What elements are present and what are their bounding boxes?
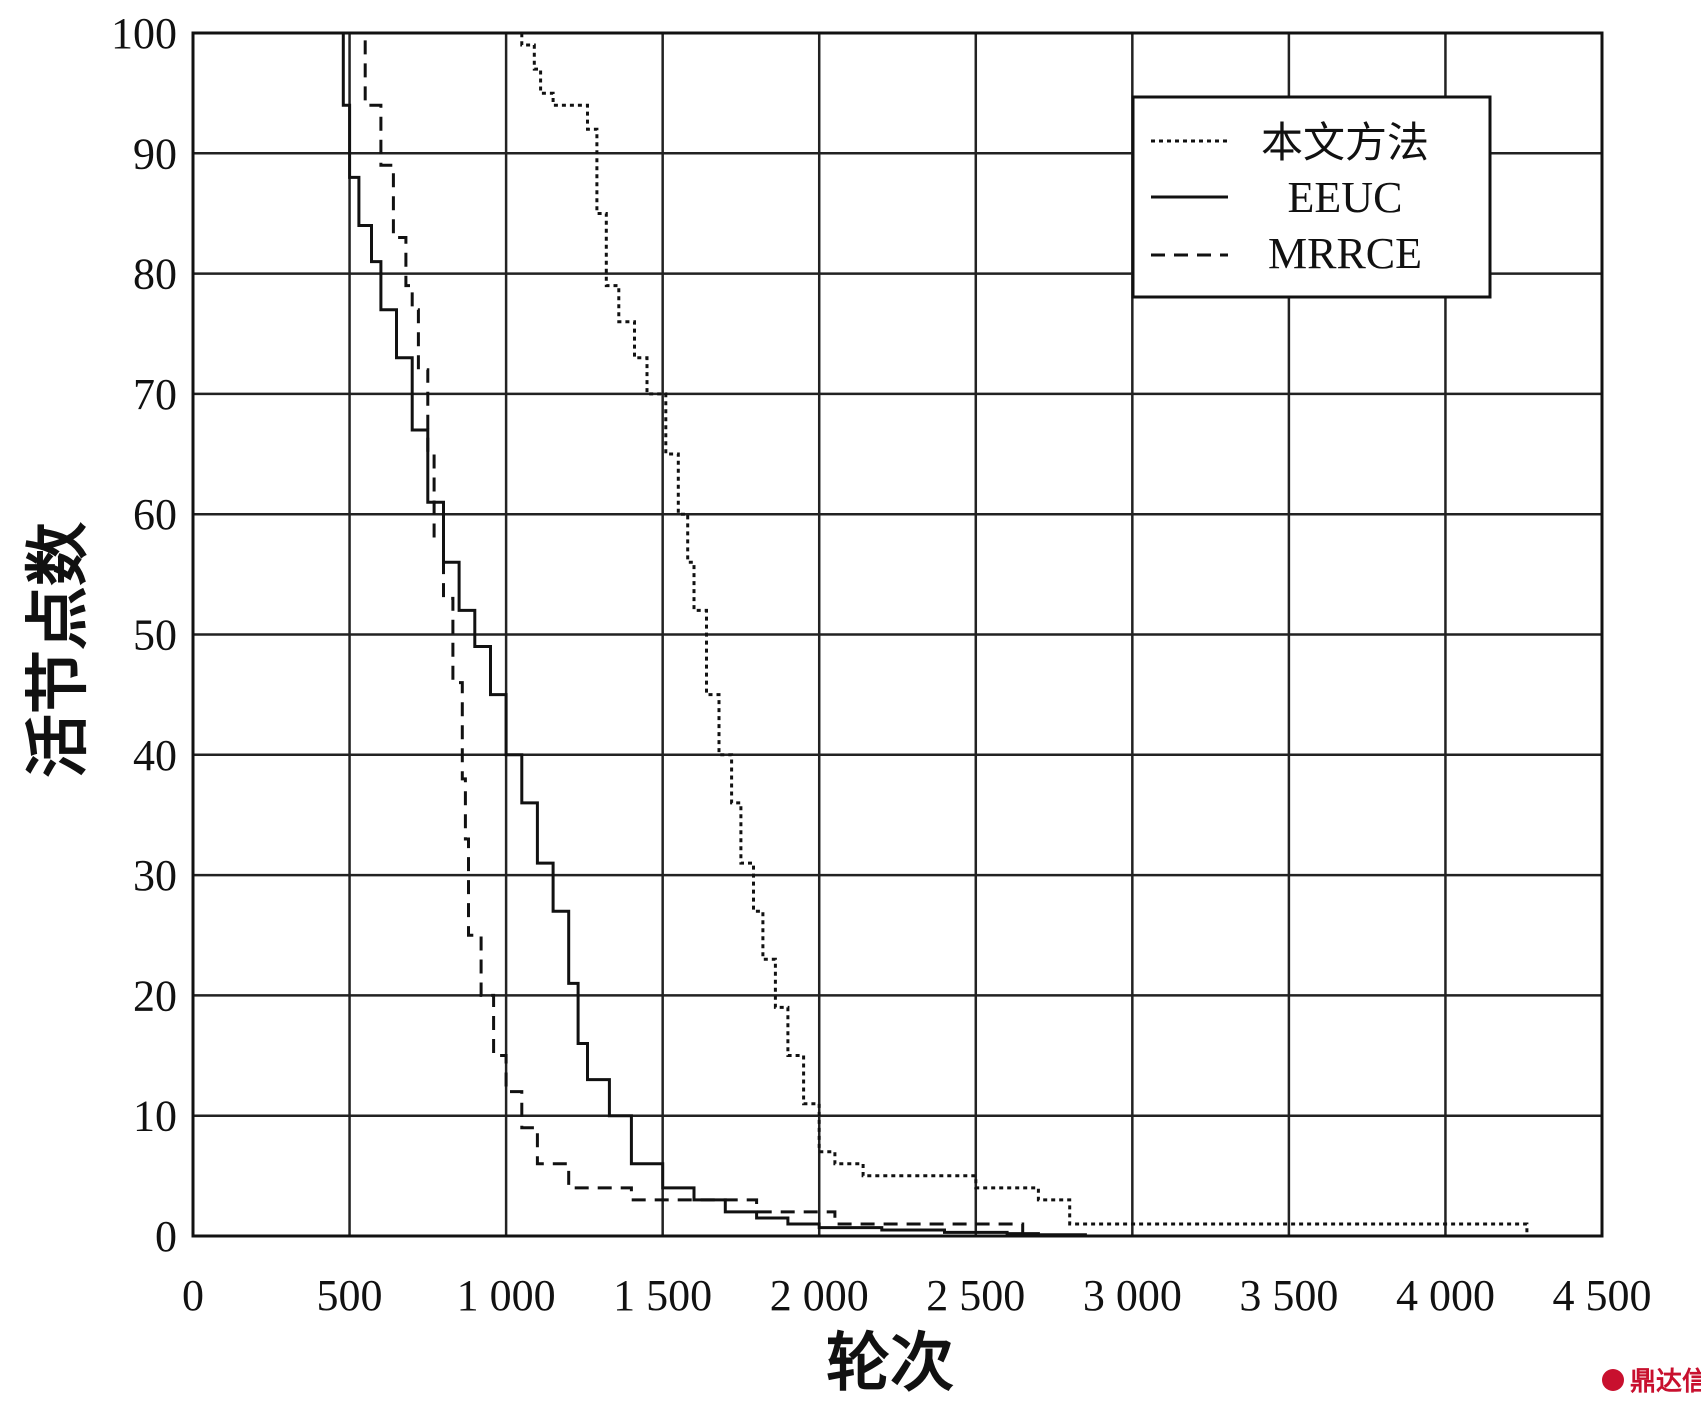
plot-frame — [191, 31, 1604, 1238]
watermark-text: 鼎达信 — [1630, 1367, 1701, 1397]
y-tick-label: 60 — [133, 490, 177, 539]
x-tick-label: 1 000 — [457, 1271, 556, 1320]
x-tick-label: 3 000 — [1083, 1271, 1182, 1320]
y-tick-label: 50 — [133, 611, 177, 660]
y-axis-ticks: 0 10 20 30 40 50 60 70 80 90 100 — [111, 9, 177, 1261]
watermark: 鼎达信 — [1602, 1367, 1701, 1397]
y-tick-label: 40 — [133, 731, 177, 780]
legend-label-MRRCE: MRRCE — [1268, 229, 1422, 278]
y-tick-label: 0 — [155, 1212, 177, 1261]
legend-label-本文方法: 本文方法 — [1261, 118, 1429, 167]
y-tick-label: 30 — [133, 851, 177, 900]
y-tick-label: 80 — [133, 250, 177, 299]
legend-label-EEUC: EEUC — [1288, 173, 1403, 222]
x-axis-ticks: 0 500 1 000 1 500 2 000 2 500 3 000 3 500 4 000 4… — [182, 1271, 1652, 1320]
y-axis-title: 活节点数 — [22, 522, 96, 778]
x-axis-title: 轮次 — [826, 1327, 954, 1401]
x-tick-label: 2 500 — [926, 1271, 1025, 1320]
legend: 本文方法 EEUC MRRCE — [1131, 95, 1492, 299]
series-line-EEUC — [330, 31, 1087, 1237]
y-tick-label: 90 — [133, 129, 177, 178]
x-tick-label: 1 500 — [613, 1271, 712, 1320]
x-tick-label: 500 — [317, 1271, 383, 1320]
x-tick-label: 4 500 — [1553, 1271, 1652, 1320]
watermark-logo-icon — [1602, 1369, 1624, 1391]
series-layer — [330, 31, 1529, 1237]
y-tick-label: 10 — [133, 1092, 177, 1141]
x-tick-label: 0 — [182, 1271, 204, 1320]
y-tick-label: 20 — [133, 971, 177, 1020]
x-tick-label: 4 000 — [1396, 1271, 1495, 1320]
series-line-本文方法 — [506, 31, 1529, 1236]
y-tick-label: 70 — [133, 370, 177, 419]
y-tick-label: 100 — [111, 9, 177, 58]
x-tick-label: 2 000 — [770, 1271, 869, 1320]
series-line-MRRCE — [349, 31, 1025, 1236]
x-tick-label: 3 500 — [1239, 1271, 1338, 1320]
